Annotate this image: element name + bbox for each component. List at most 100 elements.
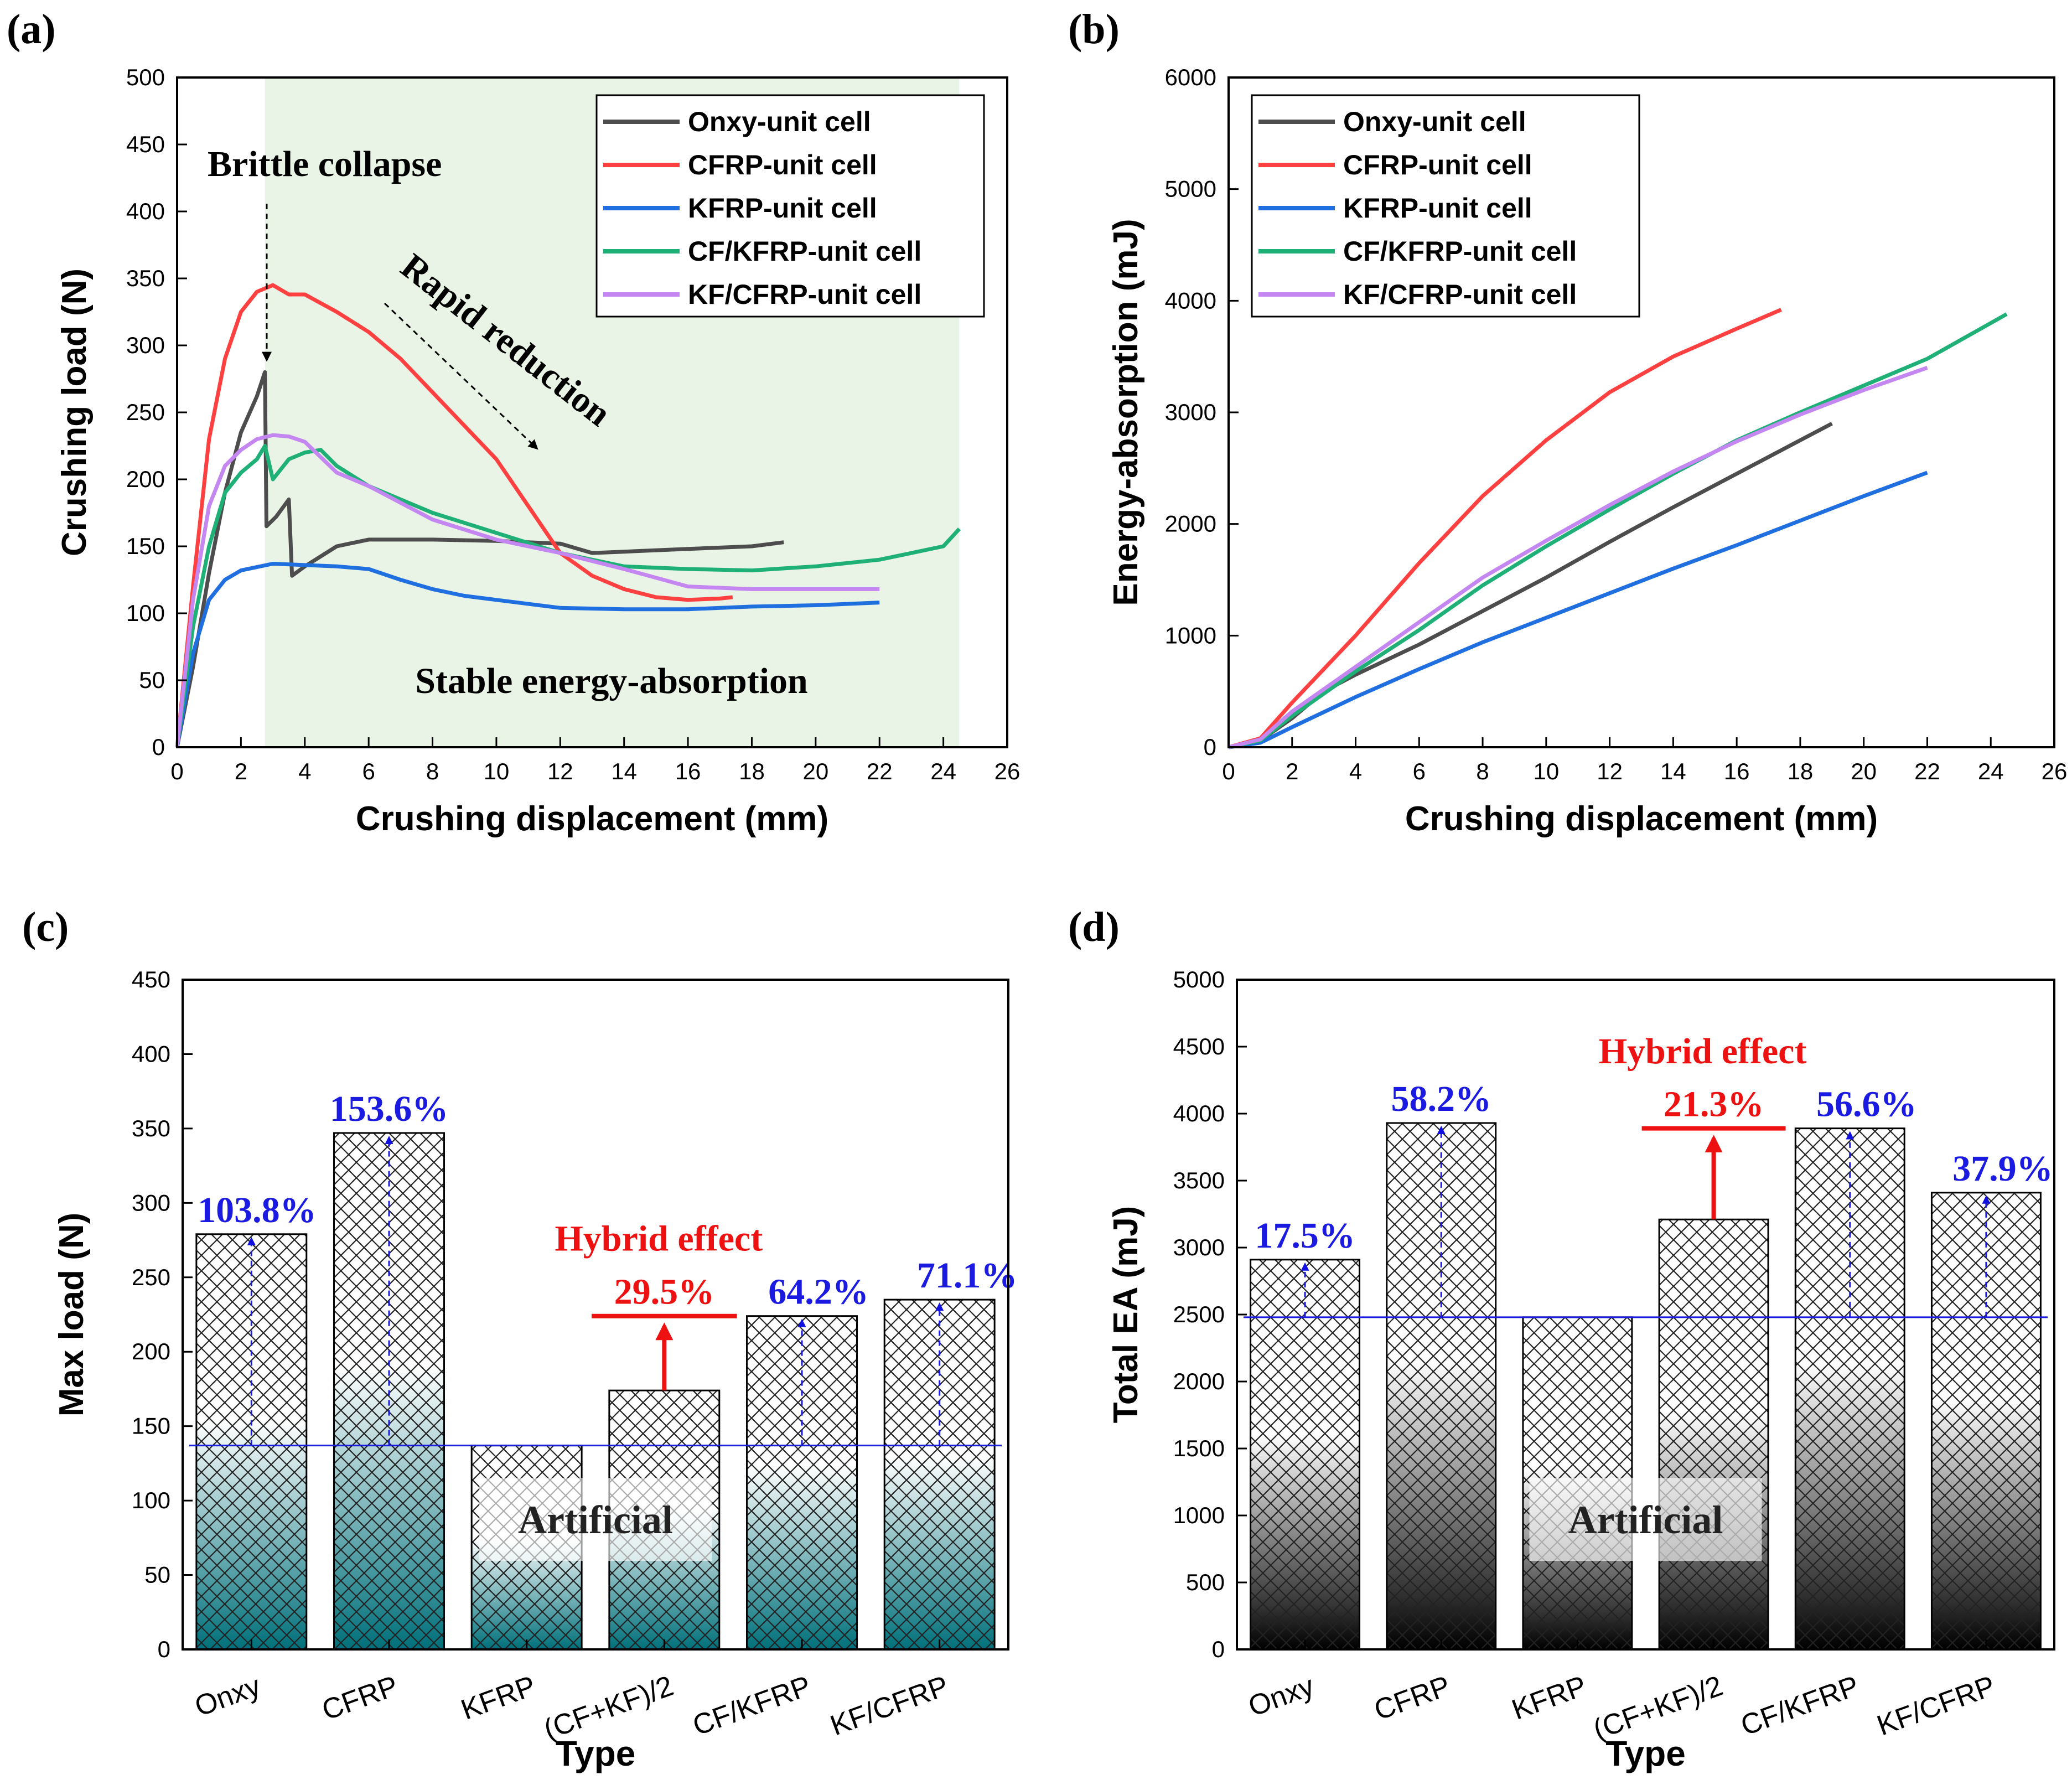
x-tick-label: 10 — [1533, 758, 1559, 784]
increase-label-5: 56.6% — [1816, 1084, 1917, 1125]
x-tick-label: 26 — [2042, 758, 2068, 784]
series-line-4 — [1228, 312, 2008, 749]
y-tick-label: 3000 — [1173, 1234, 1225, 1260]
bar-hatch-6 — [1930, 1192, 2042, 1651]
y-tick-label: 3000 — [1165, 399, 1216, 425]
series-line-4 — [175, 444, 961, 748]
x-tick-label: 0 — [170, 758, 183, 784]
y-axis-title: Total EA (mJ) — [1107, 1206, 1145, 1424]
x-tick-label: 12 — [547, 758, 573, 784]
x-tick-label: 6 — [362, 758, 375, 784]
x-tick-label: 14 — [1660, 758, 1686, 784]
legend-label-5: KF/CFRP-unit cell — [1343, 279, 1577, 310]
y-tick-label: 250 — [132, 1264, 170, 1290]
legend-label-4: CF/KFRP-unit cell — [688, 236, 921, 267]
chart-panel-c: 103.8% 153.6% 64.2% 71.1% 29.5% Artificial 0 50… — [53, 966, 1017, 1773]
category-label: Onxy — [191, 1670, 265, 1723]
y-tick-label: 350 — [132, 1115, 170, 1141]
artificial-box — [1529, 1478, 1762, 1561]
chart-panel-d: 17.5% 58.2% 56.6% 37.9% 21.3% Artificial 0 500 1… — [1107, 966, 2055, 1773]
bar-hatch-2 — [1386, 1122, 1497, 1651]
increase-label-1: 17.5% — [1255, 1215, 1355, 1256]
plot-frame — [182, 979, 1009, 1651]
series-line-5 — [175, 433, 880, 748]
y-tick-label: 150 — [132, 1413, 170, 1439]
y-tick-label: 50 — [144, 1562, 170, 1588]
y-tick-label: 2000 — [1165, 511, 1216, 537]
x-tick-label: 0 — [1222, 758, 1235, 784]
x-axis-title: Type — [556, 1734, 636, 1773]
x-tick-label: 12 — [1597, 758, 1623, 784]
x-axis-title: Crushing displacement (mm) — [356, 800, 828, 838]
increase-label-6: 71.1% — [917, 1255, 1018, 1296]
x-tick-label: 20 — [1851, 758, 1877, 784]
y-tick-label: 1000 — [1165, 622, 1216, 648]
legend-label-3: KFRP-unit cell — [1343, 193, 1532, 224]
x-tick-label: 8 — [1476, 758, 1489, 784]
y-tick-label: 300 — [132, 1189, 170, 1215]
y-tick-label: 200 — [126, 466, 165, 492]
hybrid-effect-value: 21.3% — [1664, 1084, 1764, 1125]
panel-label-b: (b) — [1068, 6, 1120, 53]
y-axis-title: Crushing load (N) — [55, 268, 94, 556]
legend-label-2: CFRP-unit cell — [688, 149, 877, 180]
hybrid-effect-title: Hybrid effect — [1599, 1031, 1807, 1072]
category-label: Onxy — [1244, 1670, 1318, 1723]
x-tick-label: 18 — [1788, 758, 1814, 784]
category-label: CF/KFRP — [688, 1670, 815, 1742]
legend-label-4: CF/KFRP-unit cell — [1343, 236, 1577, 267]
y-tick-label: 500 — [1186, 1569, 1225, 1595]
x-tick-label: 6 — [1413, 758, 1426, 784]
y-tick-label: 0 — [1212, 1636, 1225, 1662]
artificial-box — [479, 1478, 712, 1561]
x-tick-label: 22 — [867, 758, 893, 784]
x-tick-label: 24 — [930, 758, 956, 784]
artificial-label: Artificial — [1568, 1498, 1723, 1542]
panel-label-a: (a) — [7, 6, 56, 53]
panel-label-d: (d) — [1068, 904, 1120, 950]
annotation-brittle-collapse: Brittle collapse — [208, 144, 442, 184]
category-label: KF/CFRP — [1873, 1670, 2000, 1742]
annotation-stable-energy: Stable energy-absorption — [415, 661, 808, 701]
y-tick-label: 400 — [126, 198, 165, 224]
y-tick-label: 5000 — [1165, 176, 1216, 202]
y-tick-label: 2000 — [1173, 1368, 1225, 1394]
y-tick-label: 4000 — [1173, 1100, 1225, 1126]
legend-label-3: KFRP-unit cell — [688, 193, 877, 224]
x-tick-label: 20 — [802, 758, 828, 784]
hybrid-effect-value: 29.5% — [614, 1272, 715, 1312]
rapid-reduction-arrow — [384, 302, 538, 450]
x-axis-title: Crushing displacement (mm) — [1405, 800, 1878, 838]
x-tick-label: 16 — [1724, 758, 1750, 784]
artificial-label: Artificial — [518, 1498, 673, 1542]
series-line-5 — [1228, 365, 1928, 749]
category-label: KF/CFRP — [826, 1670, 953, 1742]
series-line-2 — [175, 283, 733, 748]
y-tick-label: 1500 — [1173, 1435, 1225, 1461]
x-axis-title: Type — [1605, 1734, 1686, 1773]
x-tick-label: 8 — [426, 758, 439, 784]
y-tick-label: 150 — [126, 533, 165, 559]
bar-hatch-4 — [1658, 1218, 1769, 1651]
y-tick-label: 450 — [132, 966, 170, 992]
x-tick-label: 24 — [1978, 758, 2004, 784]
increase-label-1: 103.8% — [198, 1190, 317, 1230]
x-tick-label: 26 — [994, 758, 1021, 784]
y-tick-label: 3500 — [1173, 1167, 1225, 1193]
y-tick-label: 2500 — [1173, 1301, 1225, 1327]
series-line-3 — [175, 562, 880, 748]
category-label: CF/KFRP — [1737, 1670, 1863, 1742]
category-label: CFRP — [318, 1670, 402, 1727]
x-tick-label: 16 — [675, 758, 701, 784]
series-line-2 — [1228, 308, 1782, 749]
increase-label-6: 37.9% — [1952, 1149, 2053, 1189]
y-tick-label: 250 — [126, 399, 165, 425]
x-tick-label: 4 — [298, 758, 311, 784]
legend-label-5: KF/CFRP-unit cell — [688, 279, 921, 310]
x-tick-label: 22 — [1914, 758, 1940, 784]
bar-hatch-1 — [1250, 1259, 1361, 1651]
panel-label-c: (c) — [22, 904, 69, 950]
category-label: CFRP — [1370, 1670, 1454, 1727]
